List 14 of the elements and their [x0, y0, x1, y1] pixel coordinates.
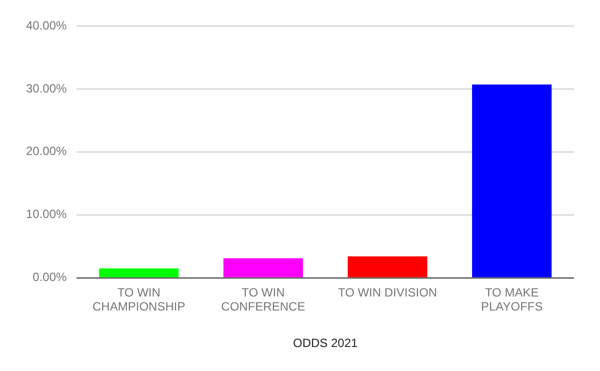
bar [348, 256, 428, 278]
y-tick-label: 40.00% [26, 18, 68, 32]
bar [472, 84, 552, 278]
x-tick-label: TO WIN DIVISION [338, 285, 438, 300]
y-tick-label: 30.00% [26, 81, 68, 96]
x-tick-label: TO WIN CONFERENCE [221, 285, 306, 314]
bar [99, 268, 179, 278]
x-axis-title: ODDS 2021 [293, 336, 358, 350]
x-tick-label: TO MAKE PLAYOFFS [480, 285, 543, 314]
y-tick-label: 0.00% [32, 270, 68, 284]
y-tick-label: 20.00% [26, 144, 68, 158]
x-tick-label: TO WIN CHAMPIONSHIP [92, 285, 186, 314]
y-tick-label: 10.00% [26, 207, 68, 222]
bar [223, 258, 303, 278]
